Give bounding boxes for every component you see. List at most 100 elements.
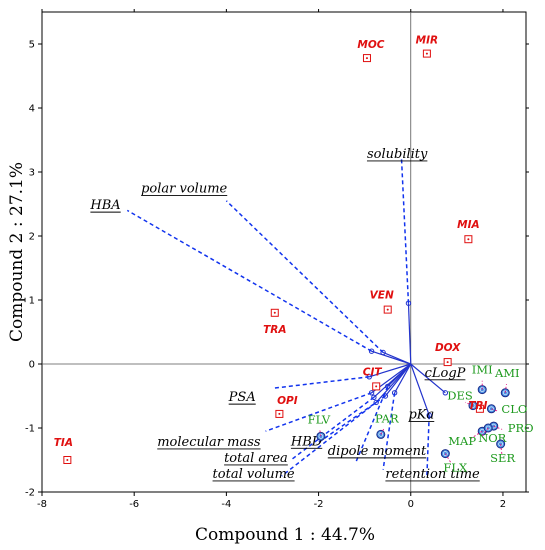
green-point-marker-inner xyxy=(470,403,476,408)
variable-label-molecular-mass: molecular mass xyxy=(157,435,261,450)
loading-endpoint xyxy=(368,348,375,354)
loading-dashed-segment xyxy=(265,392,372,432)
red-point-marker-dot xyxy=(386,308,389,311)
red-point-marker-dot xyxy=(375,385,378,388)
red-point-TRI: TRI xyxy=(468,400,488,413)
loading-dashed-segment xyxy=(225,200,384,354)
y-tick-label: -2 xyxy=(25,488,35,499)
red-points: MOC MIR MIA VEN TRA DOX OPI CIT TRI TIA xyxy=(54,35,488,464)
variable-label-text: total area xyxy=(224,451,288,466)
x-axis-label: Compound 1 : 44.7% xyxy=(195,525,375,545)
variable-label-text: pKa xyxy=(408,407,434,422)
y-tick-label: 3 xyxy=(29,168,35,179)
x-tick-label: 2 xyxy=(500,499,506,510)
red-point-label: MIR xyxy=(416,35,438,47)
variable-label-total-volume: total volume xyxy=(212,467,295,482)
green-point-label: PAR xyxy=(375,411,399,425)
loading-PSA xyxy=(272,363,411,390)
loading-dashed-segment xyxy=(382,392,396,470)
variable-label-text: HBD xyxy=(290,434,323,449)
green-point-leader xyxy=(481,427,489,436)
loading-vectors xyxy=(126,159,449,477)
green-point-label: IMI xyxy=(472,363,493,377)
variable-label-PSA: PSA xyxy=(228,390,256,405)
red-point-VEN: VEN xyxy=(370,290,394,314)
green-point-AMI: AMI xyxy=(494,366,520,398)
loading-dipole-moment xyxy=(354,363,412,464)
red-point-MIR: MIR xyxy=(416,35,438,58)
green-point-leader xyxy=(504,383,507,393)
loading-dashed-segment xyxy=(272,376,370,390)
green-point-marker-inner xyxy=(378,432,384,437)
variable-label-HBA: HBA xyxy=(89,198,121,213)
y-tick-label: 1 xyxy=(29,296,35,307)
red-point-OPI: OPI xyxy=(275,395,298,418)
green-point-label: DES xyxy=(447,389,473,403)
green-point-leader xyxy=(491,408,498,412)
variable-label-solubility: solubility xyxy=(366,147,428,162)
loading-retention-time xyxy=(382,363,412,470)
green-point-FLX: FLX xyxy=(440,449,468,475)
loading-dashed-segment xyxy=(290,396,375,461)
red-point-marker-dot xyxy=(278,412,281,415)
variable-label-text: polar volume xyxy=(141,181,227,196)
red-point-TIA: TIA xyxy=(54,437,73,464)
red-point-label: TRI xyxy=(468,400,487,412)
loading-endpoint xyxy=(385,383,391,390)
axis-ticks: -8 -6 -4 -2 0 2 -2 -1 0 1 2 3 4 5 xyxy=(25,9,529,510)
red-point-label: MOC xyxy=(357,39,384,51)
red-point-TRA: TRA xyxy=(263,308,286,336)
loading-dashed-segment xyxy=(281,401,377,477)
variable-label-text: solubility xyxy=(367,147,428,162)
green-point-leader xyxy=(444,453,452,464)
variable-label-polar-volume: polar volume xyxy=(141,181,228,196)
green-point-leader xyxy=(319,429,322,437)
variable-label-pKa: pKa xyxy=(408,407,435,422)
x-tick-label: -6 xyxy=(129,499,139,510)
green-point-marker-inner xyxy=(479,428,485,434)
variable-label-text: total volume xyxy=(213,467,295,482)
red-point-marker-dot xyxy=(365,57,368,60)
red-point-label: TRA xyxy=(263,324,286,336)
variable-label-retention-time: retention time xyxy=(385,467,480,482)
green-point-MAP: MAP xyxy=(448,426,487,448)
x-tick-label: 0 xyxy=(408,499,414,510)
x-tick-label: -4 xyxy=(221,499,231,510)
variable-label-text: PSA xyxy=(228,390,256,405)
variable-label-text: dipole moment xyxy=(328,444,427,459)
green-point-label: CLO xyxy=(501,402,527,416)
loading-solid-segment xyxy=(387,363,412,387)
loading-HBA xyxy=(126,209,411,365)
y-tick-label: -1 xyxy=(25,424,35,435)
loading-solid-segment xyxy=(384,363,412,397)
y-tick-label: 0 xyxy=(29,360,35,371)
loading-endpoint xyxy=(380,349,386,356)
loading-solid-segment xyxy=(382,351,411,365)
red-point-marker-dot xyxy=(446,361,449,364)
green-point-label: SER xyxy=(490,451,515,465)
red-point-MOC: MOC xyxy=(357,39,385,63)
loading-dashed-segment xyxy=(426,415,430,477)
variable-label-HBD: HBD xyxy=(290,434,323,449)
red-point-marker-dot xyxy=(66,459,69,461)
green-point-label: FLX xyxy=(443,461,468,475)
green-point-CLO: CLO xyxy=(486,402,527,416)
loading-solid-segment xyxy=(410,363,430,416)
green-point-PAR: PAR xyxy=(375,411,399,439)
red-point-DOX: DOX xyxy=(435,342,461,367)
green-point-FLV: FLV xyxy=(308,412,331,441)
y-axis-label: Compound 2 : 27.1% xyxy=(7,162,27,342)
red-point-marker-dot xyxy=(467,238,470,241)
y-tick-label: 4 xyxy=(29,104,35,115)
green-point-marker-inner xyxy=(489,406,494,412)
loading-cLogP xyxy=(410,363,449,396)
loading-polar-volume xyxy=(225,200,411,365)
loading-solid-segment xyxy=(407,303,412,365)
green-point-leader xyxy=(493,425,503,430)
red-point-marker-dot xyxy=(478,407,481,410)
loading-solubility xyxy=(400,159,412,365)
green-point-SER: SER xyxy=(490,439,515,465)
red-point-label: TIA xyxy=(54,437,73,449)
